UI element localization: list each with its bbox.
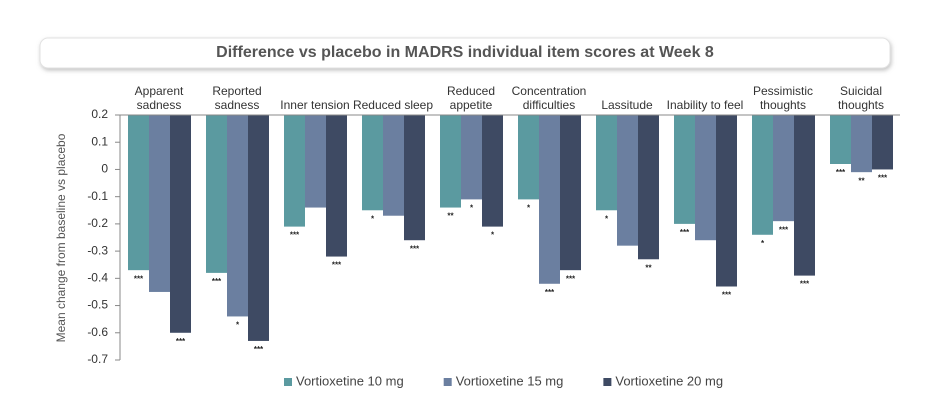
title-box [39,37,891,69]
y-tick-label: 0 [101,162,108,176]
bar [695,115,716,241]
bar [518,115,539,200]
significance-label: *** [545,288,555,297]
category-label: Reduced appetite [446,84,496,112]
category-label: Apparent sadness [134,84,184,112]
y-tick-label: -0.4 [87,271,108,285]
bar [716,115,737,287]
legend-label: Vortioxetine 15 mg [456,373,564,388]
bar [560,115,581,271]
chart-title: Difference vs placebo in MADRS individua… [216,44,714,61]
bar [383,115,404,216]
significance-label: * [470,203,474,212]
y-tick-label: -0.1 [87,189,108,203]
significance-label: * [605,214,609,223]
bar [326,115,347,257]
y-tick-label: -0.2 [87,216,108,230]
category-label: Inability to feel [666,98,744,112]
legend-swatch [284,378,292,386]
significance-label: *** [878,174,888,183]
bar [149,115,170,292]
bar [362,115,383,211]
significance-label: *** [566,274,576,283]
significance-label: * [371,214,375,223]
significance-label: *** [176,337,186,346]
significance-label: *** [134,274,144,283]
y-tick-label: -0.3 [87,243,108,257]
bar [752,115,773,235]
significance-label: *** [290,231,300,240]
category-label: Lassitude [601,98,653,112]
category-label: Concentration difficulties [511,84,587,112]
legend-label: Vortioxetine 10 mg [296,373,404,388]
significance-label: *** [836,168,846,177]
significance-label: * [527,203,531,212]
bar [638,115,659,260]
y-tick-label: 0.1 [91,134,108,148]
bar [284,115,305,227]
y-tick-label: -0.5 [87,298,108,312]
category-label: Pessimistic thoughts [752,84,813,112]
significance-label: * [236,321,240,330]
bar [305,115,326,208]
bar [830,115,851,164]
bar [674,115,695,224]
significance-label: *** [779,225,789,234]
category-label: Inner tension [280,98,350,112]
y-tick-label: -0.6 [87,325,108,339]
y-tick-label: -0.7 [87,352,108,366]
category-label: Reported sadness [212,84,262,112]
significance-label: * [491,231,495,240]
significance-label: *** [254,345,264,354]
bar [404,115,425,241]
significance-label: *** [680,228,690,237]
legend-label: Vortioxetine 20 mg [615,373,723,388]
bar [206,115,227,273]
y-axis-label: Mean change from baseline vs placebo [54,133,68,342]
bar [128,115,149,271]
bar [872,115,893,170]
legend-swatch [443,378,452,386]
significance-label: *** [722,291,732,300]
significance-label: *** [332,261,342,270]
significance-label: ** [447,212,454,221]
bar [539,115,560,284]
bar [596,115,617,211]
significance-label: *** [800,280,810,289]
significance-label: *** [410,244,420,253]
significance-label: * [761,239,765,248]
bar [617,115,638,246]
bar [482,115,503,227]
bar [773,115,794,222]
bar [248,115,269,341]
category-label: Reduced sleep [352,98,434,112]
bar [170,115,191,333]
bar [227,115,248,317]
bar [440,115,461,208]
significance-label: ** [645,263,652,272]
bar [461,115,482,200]
legend-swatch [603,378,612,386]
y-tick-label: 0.2 [91,107,108,121]
bar [851,115,872,173]
category-label: Suicidal thoughts [837,84,885,112]
significance-label: ** [858,176,865,185]
significance-label: *** [212,277,222,286]
bar [794,115,815,276]
